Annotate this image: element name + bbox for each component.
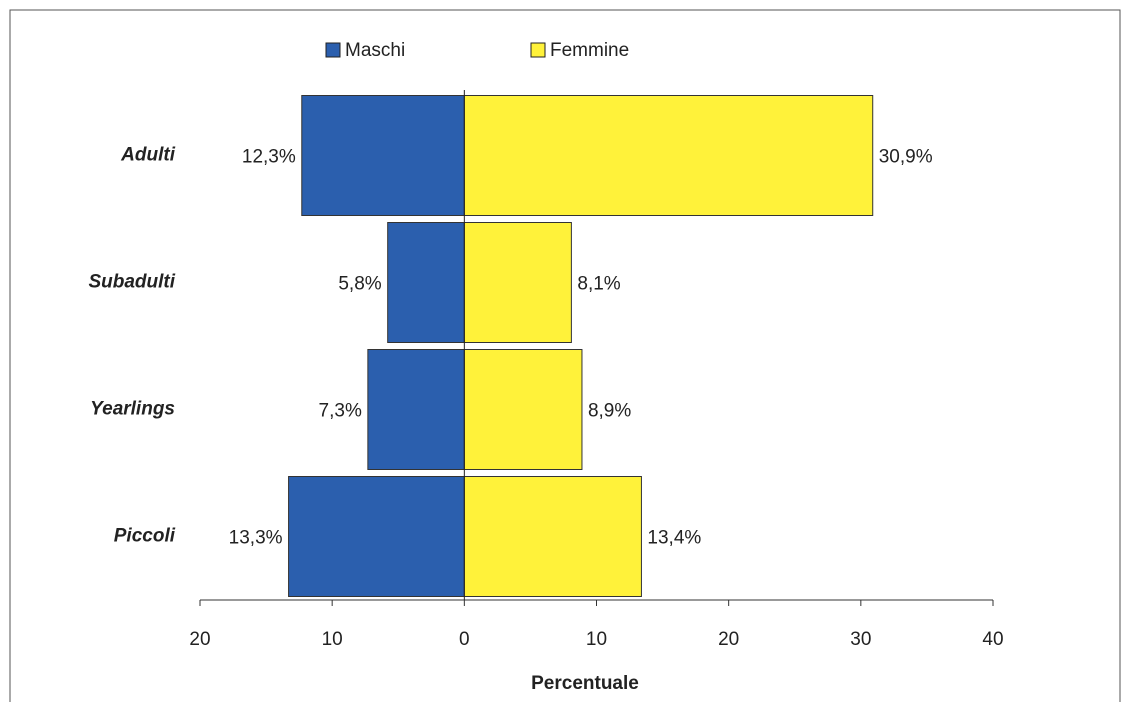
- x-tick-label: 10: [322, 629, 343, 650]
- value-label: 13,3%: [229, 528, 283, 549]
- category-label: Yearlings: [90, 399, 175, 420]
- value-label: 8,9%: [588, 401, 631, 422]
- x-axis-title: Percentuale: [531, 673, 639, 694]
- x-tick-label: 40: [982, 629, 1003, 650]
- legend-label: Femmine: [550, 40, 629, 61]
- legend-swatch: [325, 42, 341, 58]
- category-label: Adulti: [120, 145, 176, 166]
- value-label: 5,8%: [338, 274, 381, 295]
- value-label: 13,4%: [647, 528, 701, 549]
- x-tick-label: 10: [586, 629, 607, 650]
- x-tick-label: 20: [718, 629, 739, 650]
- category-label: Subadulti: [88, 272, 175, 293]
- frame: [9, 9, 1121, 702]
- legend-label: Maschi: [345, 40, 405, 61]
- bar: [387, 222, 465, 343]
- value-label: 7,3%: [319, 401, 362, 422]
- bar: [463, 349, 583, 470]
- legend-swatch: [530, 42, 546, 58]
- bar: [463, 476, 642, 597]
- bar: [367, 349, 465, 470]
- x-tick-label: 30: [850, 629, 871, 650]
- value-label: 8,1%: [577, 274, 620, 295]
- value-label: 30,9%: [879, 147, 933, 168]
- x-tick-label: 0: [459, 629, 470, 650]
- bar: [288, 476, 465, 597]
- bar: [463, 95, 874, 216]
- category-label: Piccoli: [114, 526, 176, 547]
- value-label: 12,3%: [242, 147, 296, 168]
- bar: [463, 222, 572, 343]
- x-tick-label: 20: [189, 629, 210, 650]
- bar: [301, 95, 465, 216]
